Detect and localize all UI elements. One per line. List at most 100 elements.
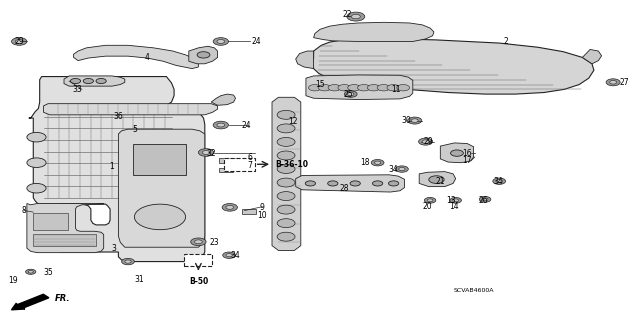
Polygon shape (306, 75, 413, 100)
FancyBboxPatch shape (242, 209, 256, 214)
Circle shape (226, 205, 234, 209)
Circle shape (222, 204, 237, 211)
Circle shape (226, 254, 232, 257)
Text: 26: 26 (478, 197, 488, 205)
Circle shape (96, 78, 106, 84)
Text: 31: 31 (134, 275, 145, 284)
Circle shape (27, 132, 46, 142)
Text: 34: 34 (493, 177, 503, 186)
Circle shape (198, 149, 214, 156)
Text: 7: 7 (247, 161, 252, 170)
Text: 14: 14 (449, 202, 460, 211)
Polygon shape (419, 172, 456, 187)
Text: 23: 23 (209, 238, 220, 247)
Circle shape (367, 85, 380, 91)
Text: SCVAB4600A: SCVAB4600A (453, 288, 494, 293)
Circle shape (483, 198, 488, 201)
Circle shape (377, 85, 390, 91)
Text: B-36-10: B-36-10 (275, 160, 308, 169)
Circle shape (27, 183, 46, 193)
Text: 17: 17 (462, 156, 472, 165)
Circle shape (213, 38, 228, 45)
Text: 6: 6 (247, 153, 252, 162)
FancyBboxPatch shape (184, 254, 212, 266)
Polygon shape (440, 143, 474, 163)
Polygon shape (314, 22, 434, 41)
Circle shape (277, 124, 295, 133)
Text: 24: 24 (251, 37, 261, 46)
Text: 19: 19 (8, 276, 18, 285)
Text: 1: 1 (109, 162, 115, 171)
Circle shape (451, 150, 463, 156)
Text: 30: 30 (401, 116, 412, 125)
Circle shape (338, 85, 351, 91)
Circle shape (358, 85, 371, 91)
Circle shape (606, 79, 620, 86)
Circle shape (429, 176, 444, 183)
Polygon shape (272, 97, 301, 250)
Polygon shape (312, 38, 594, 94)
Circle shape (234, 163, 240, 167)
Circle shape (195, 240, 202, 244)
Circle shape (479, 197, 491, 202)
Circle shape (277, 151, 295, 160)
Text: 4: 4 (145, 53, 150, 62)
Text: B-50: B-50 (189, 277, 208, 286)
Circle shape (26, 269, 36, 274)
Circle shape (134, 204, 186, 230)
Circle shape (453, 199, 458, 202)
Polygon shape (211, 94, 236, 105)
Circle shape (408, 117, 422, 124)
Circle shape (217, 123, 225, 127)
Circle shape (428, 199, 433, 202)
Circle shape (122, 258, 134, 265)
Text: 9: 9 (260, 203, 265, 212)
Circle shape (396, 166, 408, 172)
Circle shape (318, 85, 331, 91)
Polygon shape (296, 51, 314, 69)
Polygon shape (118, 129, 205, 247)
Circle shape (374, 161, 381, 164)
Circle shape (28, 271, 33, 273)
Circle shape (191, 238, 206, 246)
Circle shape (348, 93, 354, 96)
FancyBboxPatch shape (219, 168, 233, 172)
Text: 25: 25 (344, 90, 354, 99)
Circle shape (347, 12, 365, 21)
Circle shape (213, 121, 228, 129)
Text: 32: 32 (206, 149, 216, 158)
Text: 10: 10 (257, 211, 268, 220)
Circle shape (424, 197, 436, 203)
Polygon shape (27, 204, 104, 253)
Text: 34: 34 (388, 165, 399, 174)
FancyArrow shape (12, 294, 49, 310)
Text: 29: 29 (14, 37, 24, 46)
Circle shape (419, 138, 433, 145)
Circle shape (230, 162, 243, 168)
Circle shape (217, 40, 225, 43)
Text: 18: 18 (360, 158, 369, 167)
Text: 8: 8 (21, 206, 26, 215)
Circle shape (328, 181, 338, 186)
Circle shape (277, 192, 295, 201)
Circle shape (27, 158, 46, 167)
Circle shape (192, 257, 205, 263)
Circle shape (197, 52, 210, 58)
Circle shape (344, 91, 357, 97)
Polygon shape (64, 76, 125, 86)
Circle shape (305, 181, 316, 186)
Circle shape (388, 181, 399, 186)
Circle shape (277, 165, 295, 174)
Text: 27: 27 (619, 78, 629, 87)
Text: 20: 20 (422, 202, 433, 211)
Text: 3: 3 (111, 244, 116, 253)
FancyBboxPatch shape (33, 213, 68, 230)
Circle shape (277, 137, 295, 146)
Text: 13: 13 (446, 196, 456, 205)
Text: 34: 34 (230, 251, 241, 260)
Text: 22: 22 (342, 10, 351, 19)
Circle shape (195, 258, 202, 262)
Circle shape (397, 85, 410, 91)
Circle shape (12, 38, 27, 45)
Polygon shape (29, 77, 205, 262)
